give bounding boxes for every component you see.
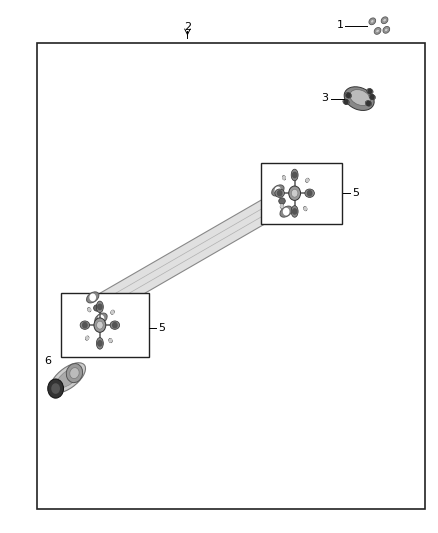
Ellipse shape xyxy=(383,19,386,22)
Ellipse shape xyxy=(110,321,120,329)
Ellipse shape xyxy=(272,185,284,196)
Ellipse shape xyxy=(87,292,99,303)
Ellipse shape xyxy=(109,338,112,343)
Bar xyxy=(37,43,425,509)
Ellipse shape xyxy=(280,204,284,208)
Ellipse shape xyxy=(50,363,85,393)
Ellipse shape xyxy=(381,17,388,23)
Circle shape xyxy=(86,337,88,340)
Text: 1: 1 xyxy=(337,20,344,29)
Circle shape xyxy=(283,208,289,215)
Ellipse shape xyxy=(70,368,79,378)
Ellipse shape xyxy=(306,178,309,182)
Ellipse shape xyxy=(374,28,381,34)
Ellipse shape xyxy=(279,198,285,204)
Ellipse shape xyxy=(88,308,91,312)
Ellipse shape xyxy=(272,192,291,211)
Ellipse shape xyxy=(96,301,103,313)
Circle shape xyxy=(275,187,280,193)
Circle shape xyxy=(88,308,90,311)
Circle shape xyxy=(283,176,285,179)
Ellipse shape xyxy=(282,175,286,180)
Ellipse shape xyxy=(304,206,307,211)
Circle shape xyxy=(113,322,117,328)
Ellipse shape xyxy=(385,28,388,31)
Circle shape xyxy=(111,311,114,313)
Ellipse shape xyxy=(80,321,90,329)
Bar xyxy=(261,163,342,224)
Circle shape xyxy=(278,191,282,196)
Polygon shape xyxy=(78,197,300,314)
Ellipse shape xyxy=(344,87,374,110)
Circle shape xyxy=(90,294,95,301)
Text: 5: 5 xyxy=(352,188,359,198)
Circle shape xyxy=(367,101,370,106)
Ellipse shape xyxy=(383,27,390,33)
Circle shape xyxy=(293,209,297,214)
Circle shape xyxy=(97,321,103,329)
Circle shape xyxy=(306,179,308,182)
Circle shape xyxy=(48,379,64,398)
Circle shape xyxy=(346,93,350,98)
Circle shape xyxy=(110,339,112,342)
Circle shape xyxy=(368,89,372,93)
Ellipse shape xyxy=(66,364,83,383)
Circle shape xyxy=(83,322,87,328)
Circle shape xyxy=(51,383,60,394)
Ellipse shape xyxy=(350,90,370,106)
Circle shape xyxy=(289,186,300,200)
Ellipse shape xyxy=(95,313,107,324)
Ellipse shape xyxy=(369,18,376,25)
Ellipse shape xyxy=(345,93,352,98)
Ellipse shape xyxy=(88,298,106,317)
Ellipse shape xyxy=(343,99,349,104)
Ellipse shape xyxy=(376,29,379,33)
Text: 5: 5 xyxy=(159,323,166,333)
Ellipse shape xyxy=(96,337,103,349)
Circle shape xyxy=(291,189,298,197)
Circle shape xyxy=(98,341,102,346)
Circle shape xyxy=(371,95,374,99)
Text: 4: 4 xyxy=(109,309,115,318)
Ellipse shape xyxy=(367,88,373,94)
Circle shape xyxy=(281,205,283,207)
Ellipse shape xyxy=(111,310,114,314)
Ellipse shape xyxy=(56,367,81,388)
Circle shape xyxy=(99,316,104,322)
Circle shape xyxy=(307,191,312,196)
Ellipse shape xyxy=(365,101,372,106)
Circle shape xyxy=(98,304,102,310)
Circle shape xyxy=(293,172,297,177)
Text: 2: 2 xyxy=(184,22,191,31)
Circle shape xyxy=(304,207,307,210)
Ellipse shape xyxy=(305,189,314,197)
Text: 4: 4 xyxy=(330,172,336,182)
Text: 3: 3 xyxy=(321,93,328,103)
Ellipse shape xyxy=(291,206,298,217)
Ellipse shape xyxy=(291,169,298,181)
Ellipse shape xyxy=(85,336,89,340)
Ellipse shape xyxy=(275,189,284,197)
Ellipse shape xyxy=(369,94,375,100)
Circle shape xyxy=(94,318,106,333)
Circle shape xyxy=(344,100,348,104)
Ellipse shape xyxy=(371,20,374,23)
Bar xyxy=(61,293,149,357)
Ellipse shape xyxy=(94,305,100,311)
Text: 6: 6 xyxy=(45,356,52,366)
Ellipse shape xyxy=(280,206,292,217)
